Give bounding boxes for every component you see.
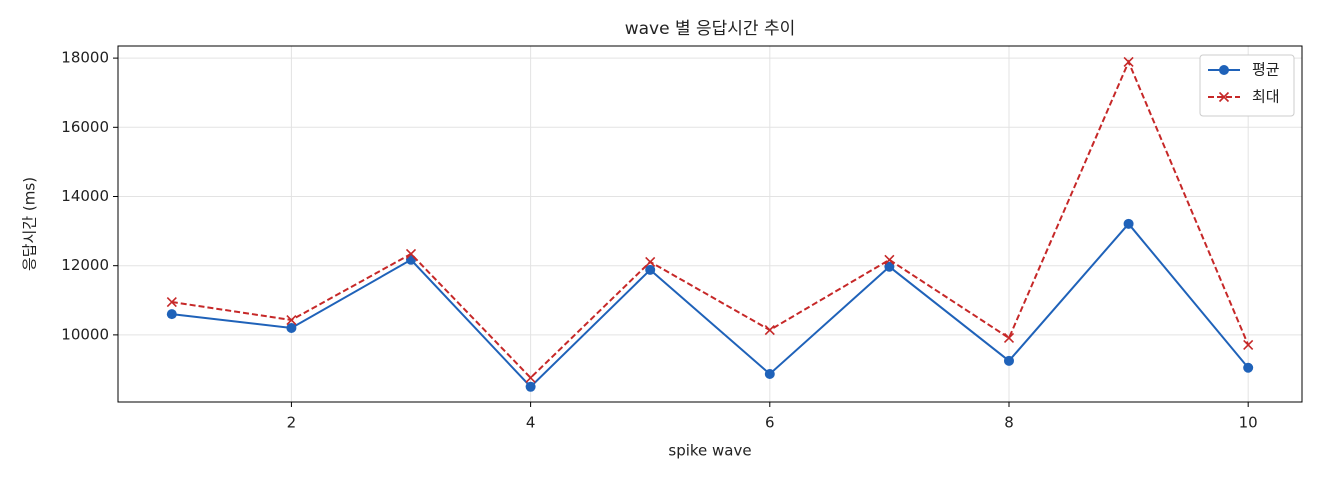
marker	[1003, 355, 1014, 366]
y-tick-label: 10000	[61, 325, 109, 343]
plot-frame	[117, 45, 1303, 403]
chart-title: wave 별 응답시간 추이	[625, 19, 796, 39]
x-tick-label: 2	[287, 414, 297, 432]
y-tick-label: 18000	[61, 49, 109, 67]
x-tick-label: 8	[1004, 414, 1014, 432]
marker	[764, 324, 775, 336]
legend-marker	[1218, 91, 1230, 103]
y-tick-label: 16000	[61, 118, 109, 136]
marker	[166, 309, 177, 320]
marker	[525, 381, 536, 392]
x-tick-label: 6	[765, 414, 775, 432]
marker	[1123, 218, 1134, 229]
y-tick-label: 14000	[61, 187, 109, 205]
x-axis-label: spike wave	[668, 442, 751, 460]
legend-label: 평균	[1252, 61, 1280, 79]
x-tick-label: 4	[526, 414, 536, 432]
x-tick-label: 10	[1239, 414, 1258, 432]
legend-label: 최대	[1252, 88, 1280, 106]
marker	[645, 256, 656, 267]
marker	[1003, 332, 1015, 344]
legend-box	[1199, 54, 1295, 117]
marker	[286, 314, 297, 326]
y-tick-label: 12000	[61, 256, 109, 274]
marker	[884, 261, 895, 272]
marker	[1243, 339, 1254, 350]
marker	[286, 322, 297, 333]
series-line	[171, 222, 1249, 389]
y-axis-label: 응답시간 (ms)	[21, 177, 39, 271]
marker	[1243, 362, 1254, 373]
marker	[1123, 56, 1134, 67]
series-line	[171, 59, 1250, 380]
legend-marker	[1219, 65, 1229, 75]
marker	[764, 368, 775, 379]
marker	[884, 254, 895, 265]
marker	[525, 372, 536, 383]
marker	[645, 264, 656, 275]
marker	[166, 296, 177, 308]
marker	[405, 248, 417, 259]
